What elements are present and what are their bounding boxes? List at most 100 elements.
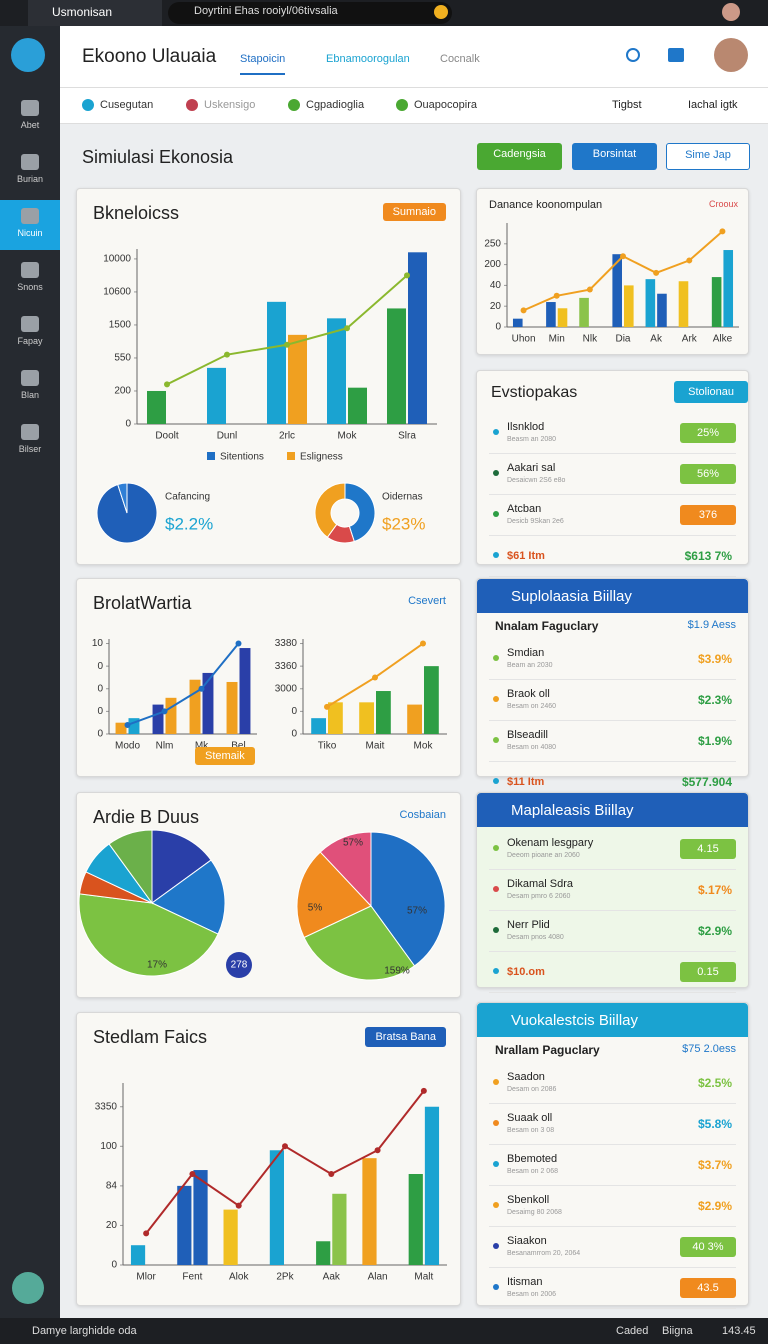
pie-label: 278 [231,960,248,971]
row-name: Blseadill [507,729,548,741]
list-row[interactable]: $10.om 0.15 [489,952,736,993]
list-row[interactable]: Nerr Plid Desam pnos 4080 $2.9% [489,911,736,952]
y-tick-label: 20 [106,1220,118,1231]
card-link[interactable]: Csevert [408,595,446,607]
nav-item[interactable]: Fapay [0,308,60,358]
subnav-item[interactable]: Ouapocopira [414,99,477,111]
x-tick-label: Bel [231,741,245,752]
nav-icon [21,100,39,116]
list-row[interactable]: Dikamal Sdra Desam pmro 6 2060 $.17% [489,870,736,911]
nav-item[interactable]: Nicuin [0,200,60,250]
bar [332,1193,347,1265]
legend-swatch [207,452,215,460]
button[interactable]: Cadengsia [477,143,562,170]
line-point [520,307,527,314]
row-sub: Desam pmro 6 2060 [507,893,571,900]
bar [115,722,127,734]
button[interactable]: Sime Jap [666,143,750,170]
card: Stedlam Faics Bratsa Bana 0 20 84 100 3350 Ml… [76,1012,461,1306]
row-sub: Desam on 2086 [507,1086,557,1093]
card: Evstiopakas Stolionau Ilsnklod Beasm an 2… [476,370,749,577]
list-row[interactable]: Bbemoted Besam on 2 068 $3.7% [489,1145,736,1186]
nav-label: Nicuin [17,228,43,238]
line-point [235,1202,242,1209]
tab[interactable] [28,0,162,26]
list-row[interactable]: Blseadill Besam on 4080 $1.9% [489,721,736,762]
row-name: Okenam lesgpary [507,837,594,849]
nav-item[interactable]: Burian [0,146,60,196]
x-tick-label: Nlk [583,334,598,345]
list-row[interactable]: Smdian Beam an 2030 $3.9% [489,639,736,680]
pie-slice [370,831,446,967]
bar [128,718,140,734]
address-bar[interactable] [168,2,452,24]
subnav-item[interactable]: Cusegutan [100,99,154,111]
status-dot [493,968,499,974]
status-item: Caded [616,1325,649,1337]
list-row[interactable]: Saadon Desam on 2086 $2.5% [489,1063,736,1104]
avatar[interactable] [12,1272,44,1304]
subnav-action[interactable]: Iachal igtk [688,99,738,111]
y-tick-label: 250 [484,238,501,249]
button[interactable]: Stemaik [195,747,255,765]
subnav-item[interactable]: Cgpadioglia [306,99,365,111]
user-avatar[interactable] [714,38,748,72]
y-tick-label: 100 [100,1141,117,1152]
line-point [372,674,378,681]
nav-item[interactable]: Abet [0,92,60,142]
button[interactable]: Borsintat [572,143,657,170]
donut-label: Cafancing [165,492,210,503]
subnav-item[interactable]: Uskensigo [204,99,256,111]
card-link[interactable]: Crooux [708,199,738,209]
list-row[interactable]: Atcban Desicb 9Skan 2e6 376 [489,495,736,536]
line-point [224,351,230,358]
bar [723,250,734,327]
card: Vuokalestcis Biillay Nrallam Paguclary $75… [476,1002,749,1309]
chart: 0 0 0 0 10 Modo Nlm Mk Bel [92,638,257,752]
list-row[interactable]: $61 Itm $613 7% [489,536,736,577]
line-point [404,272,410,279]
status-dot [493,1079,499,1085]
tab[interactable]: Cocnalk [440,53,480,65]
list: Saadon Desam on 2086 $2.5% Suaak oll Besam o… [477,1063,748,1309]
list-row[interactable]: Okenam lesgpary Deeom pioane an 2060 4.15 [489,829,736,870]
list-row[interactable]: Braok oll Besam on 2460 $2.3% [489,680,736,721]
card-link[interactable]: Cosbaian [399,809,446,821]
list-subvalue: $1.9 Aess [687,619,736,631]
row-badge: 25% [680,423,736,443]
pie-slice [303,905,416,981]
nav-item[interactable]: Snons [0,254,60,304]
row-name: Saadon [507,1071,545,1083]
line-point [620,253,626,260]
y-tick-label: 1500 [109,320,132,331]
nav-item[interactable]: Blan [0,362,60,412]
bar [579,297,589,327]
line-point [189,1171,196,1177]
button[interactable]: Sumnaio [382,203,446,221]
list-row[interactable]: Sbenkoll Desaimg 80 2068 $2.9% [489,1186,736,1227]
row-value: $2.5% [697,1076,732,1090]
ext-icon[interactable] [434,5,448,19]
nav-item[interactable]: Bilser [0,416,60,466]
bar [327,318,346,424]
line-point [198,685,205,692]
notify-icon[interactable] [668,48,684,62]
list-row[interactable]: Itisman Besam on 2006 43.5 [489,1268,736,1309]
legend-swatch [287,452,295,460]
button[interactable]: Bratsa Bana [365,1027,446,1047]
bar [711,277,722,327]
row-sub: Besam on 2006 [507,1291,557,1298]
list-row[interactable]: Siaakon Besanamrrom 20, 2064 40 3% [489,1227,736,1268]
profile[interactable] [722,3,740,21]
list-row[interactable]: Ilsnklod Beasm an 2080 25% [489,413,736,454]
tab[interactable]: Stapoicin [240,53,286,75]
button[interactable]: Stolionau [674,381,748,403]
subnav-action[interactable]: Tigbst [612,99,642,111]
line-point [374,1147,381,1154]
status-dot [493,927,499,933]
list-row[interactable]: Aakari sal Desaicwn 2S6 e8o 56% [489,454,736,495]
list-row[interactable]: Suaak oll Besam on 3 08 $5.8% [489,1104,736,1145]
search-icon[interactable] [626,48,640,62]
x-tick-label: Mlor [136,1272,156,1283]
tab[interactable]: Ebnamoorogulan [326,53,410,65]
